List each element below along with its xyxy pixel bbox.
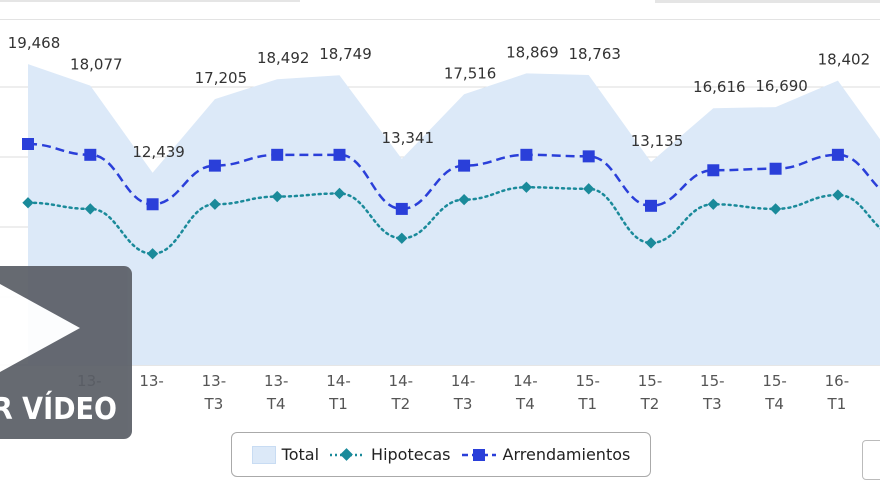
video-play-overlay[interactable]: R VÍDEO [0,266,132,439]
arrendamientos-point-10 [645,199,657,212]
top-border-right [655,0,880,3]
hipotecas-point-7 [458,193,470,206]
hipotecas-point-8 [520,181,533,193]
total-data-label-9: 18,763 [568,45,621,63]
chart-legend: Total Hipotecas Arrendamientos [231,432,651,477]
top-border-left [0,0,300,2]
x-tick-label-line2-8: T1 [577,395,597,413]
legend-arrendamientos-marker [461,448,496,461]
legend-item-arrendamientos[interactable]: Arrendamientos [461,445,631,464]
total-data-label-3: 17,205 [195,69,248,87]
total-data-label-1: 18,077 [70,56,123,74]
hipotecas-point-12 [769,203,782,215]
arrendamientos-point-13 [831,148,844,161]
x-tick-label-9: 15- [638,372,663,390]
x-tick-label-line2-11: T4 [764,395,784,413]
arrendamientos-point-2 [146,198,159,211]
legend-hipotecas-marker [330,447,365,461]
legend-label-hipotecas: Hipotecas [371,445,451,464]
video-label[interactable]: R VÍDEO [0,392,117,427]
side-button[interactable] [862,440,880,480]
total-data-label-6: 13,341 [382,129,435,147]
total-data-label-10: 13,135 [631,132,684,150]
total-data-label-11: 16,616 [693,78,746,96]
x-tick-label-line2-10: T3 [702,395,722,413]
total-data-label-12: 16,690 [755,77,808,95]
x-tick-label-line2-9: T2 [640,395,660,413]
x-tick-label-11: 15- [762,372,787,390]
top-border [0,0,880,20]
total-data-label-0: 19,468 [8,34,61,52]
total-data-label-4: 18,492 [257,49,310,67]
x-tick-label-3: 13- [264,372,289,390]
x-tick-label-7: 14- [513,372,538,390]
x-tick-label-line2-3: T4 [266,395,286,413]
hipotecas-point-2 [146,248,159,260]
legend-label-total: Total [281,445,320,464]
legend-area-swatch [251,445,276,464]
hipotecas-point-9 [583,183,595,195]
arrendamientos-point-8 [520,148,533,161]
legend-item-total[interactable]: Total [251,445,320,464]
arrendamientos-point-5 [333,148,346,161]
x-tick-label-6: 14- [451,372,476,390]
x-tick-label-1: 13- [139,372,164,390]
arrendamientos-point-9 [582,150,595,163]
series-hipotecas-line [26,186,880,255]
x-tick-label-4: 14- [326,372,351,390]
x-tick-label-line2-5: T2 [390,395,410,413]
hipotecas-point-5 [333,187,346,200]
x-tick-label-12: 16- [825,372,850,390]
arrendamientos-point-3 [208,159,221,172]
x-tick-label-2: 13- [202,372,227,390]
x-tick-label-line2-7: T4 [515,395,535,413]
total-data-label-5: 18,749 [319,45,372,63]
hipotecas-point-6 [396,232,408,244]
total-data-label-7: 17,516 [444,64,497,82]
total-data-label-2: 12,439 [132,143,185,161]
x-tick-label-line2-2: T3 [204,395,224,413]
x-tick-label-10: 15- [700,372,725,390]
total-data-label-8: 18,869 [506,43,559,61]
series-total-area [28,64,880,365]
hipotecas-point-13 [832,189,844,201]
hipotecas-point-11 [707,198,719,210]
play-icon[interactable] [0,284,80,372]
x-tick-label-line2-6: T3 [453,395,473,413]
legend-label-arrendamientos: Arrendamientos [502,445,631,464]
hipotecas-point-4 [271,190,283,203]
x-tick-label-line2-4: T1 [328,395,348,413]
arrendamientos-point-6 [395,202,408,215]
total-data-label-13: 18,402 [818,51,871,69]
x-tick-label-8: 15- [575,372,600,390]
arrendamientos-point-7 [458,159,471,172]
arrendamientos-point-4 [271,148,284,161]
legend-item-hipotecas[interactable]: Hipotecas [329,445,451,464]
hipotecas-point-10 [645,237,657,249]
arrendamientos-point-1 [84,148,97,161]
arrendamientos-point-11 [707,164,720,177]
arrendamientos-point-12 [769,162,782,175]
hipotecas-point-3 [209,198,221,210]
x-tick-label-5: 14- [389,372,414,390]
x-tick-label-line2-12: T1 [827,395,847,413]
arrendamientos-point-0 [22,138,34,150]
chart-top-divider [0,19,880,20]
